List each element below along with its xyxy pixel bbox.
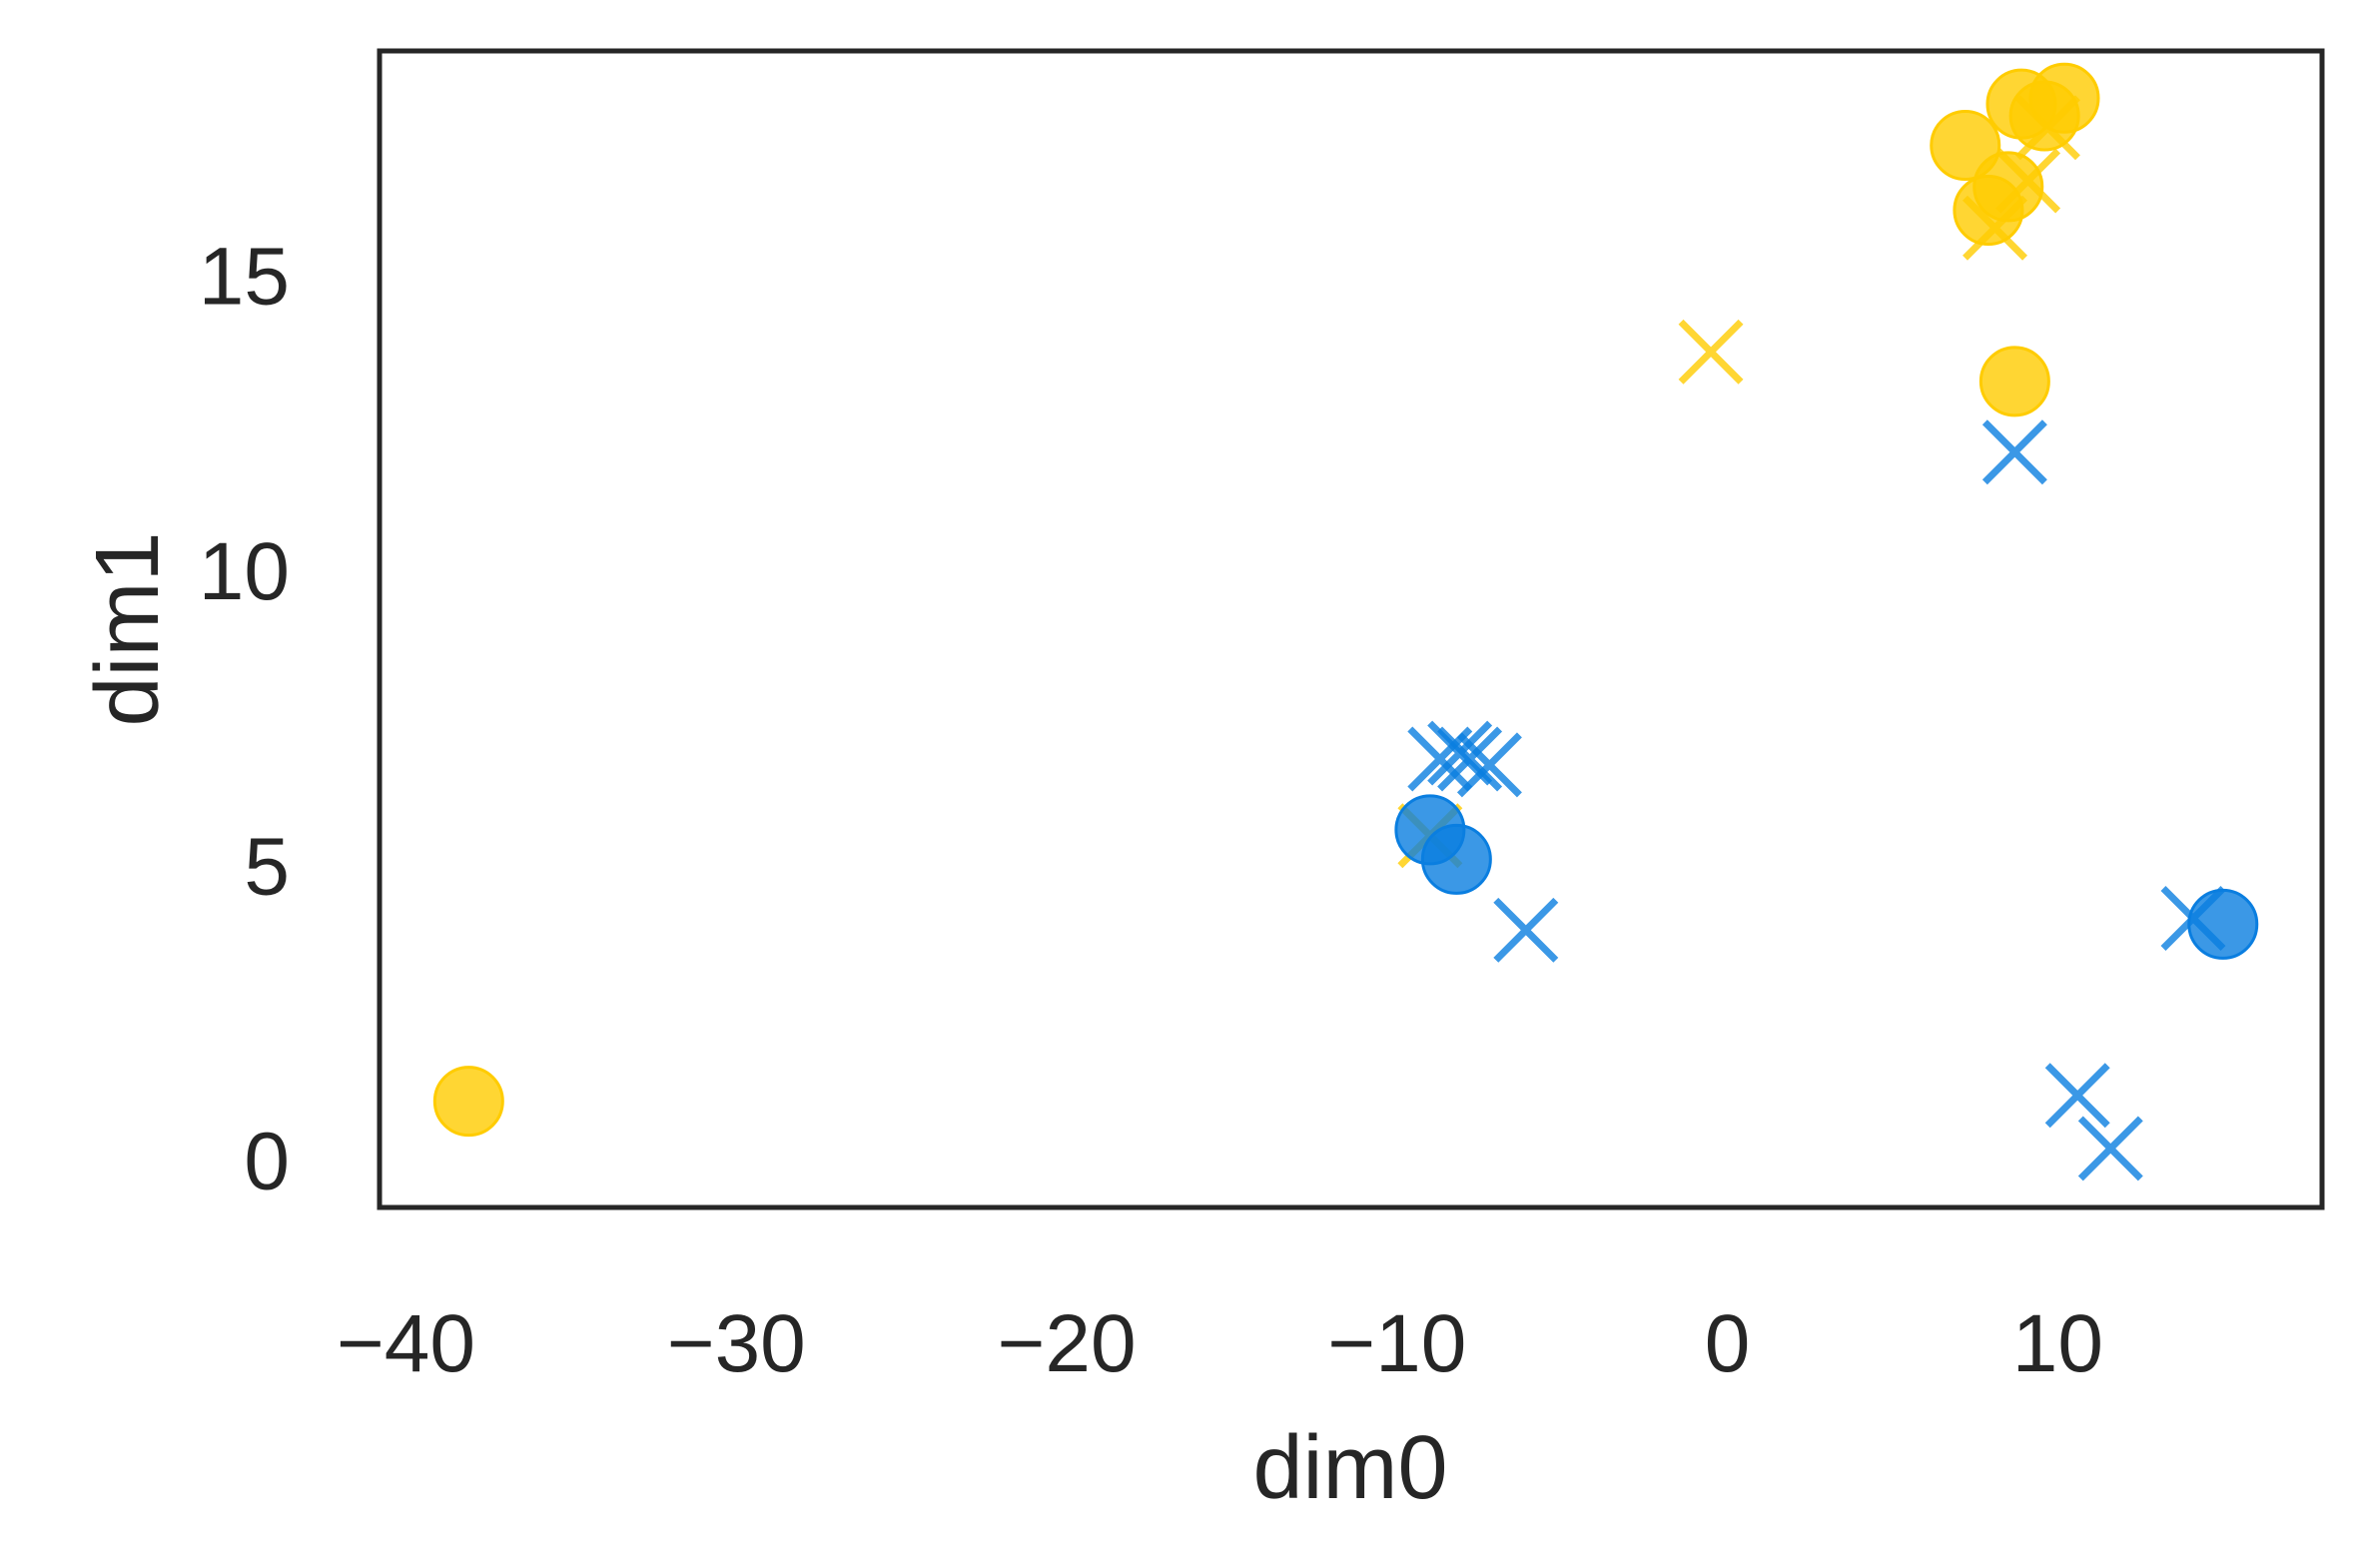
series-2 xyxy=(1394,794,2259,960)
data-point-x xyxy=(1437,726,1503,792)
series-3 xyxy=(1407,419,2226,1181)
data-point-circle xyxy=(1953,175,2024,247)
y-tick-label: 5 xyxy=(244,821,290,912)
y-tick-label: 10 xyxy=(199,526,290,617)
x-tick-label: −40 xyxy=(337,1298,475,1389)
data-point-x xyxy=(1981,419,2047,485)
data-point-x xyxy=(1963,195,2028,261)
data-point-circle xyxy=(2028,62,2100,134)
data-point-circle xyxy=(1420,823,1492,895)
data-point-x xyxy=(1995,148,2061,214)
plot-frame xyxy=(377,48,2325,1210)
data-point-x xyxy=(1493,897,1559,963)
data-point-x xyxy=(2014,95,2080,161)
x-tick-label: 0 xyxy=(1705,1298,1751,1389)
data-point-x xyxy=(1678,319,1744,385)
data-point-circle xyxy=(1978,346,2050,417)
y-tick-label: 0 xyxy=(244,1117,290,1207)
x-tick-label: −30 xyxy=(667,1298,806,1389)
x-tick-label: −20 xyxy=(997,1298,1136,1389)
data-point-circle xyxy=(1930,110,2001,182)
x-axis-label: dim0 xyxy=(1252,1418,1447,1518)
y-axis-label: dim1 xyxy=(78,531,178,726)
x-tick-label: 10 xyxy=(2012,1298,2103,1389)
data-point-x xyxy=(2160,886,2226,951)
data-point-x xyxy=(2077,1116,2143,1181)
data-point-circle xyxy=(432,1066,504,1138)
x-tick-label: −10 xyxy=(1327,1298,1466,1389)
data-point-x xyxy=(1456,732,1522,798)
series-0 xyxy=(432,62,2100,1138)
y-tick-label: 15 xyxy=(199,232,290,323)
data-point-x xyxy=(2044,1063,2110,1129)
